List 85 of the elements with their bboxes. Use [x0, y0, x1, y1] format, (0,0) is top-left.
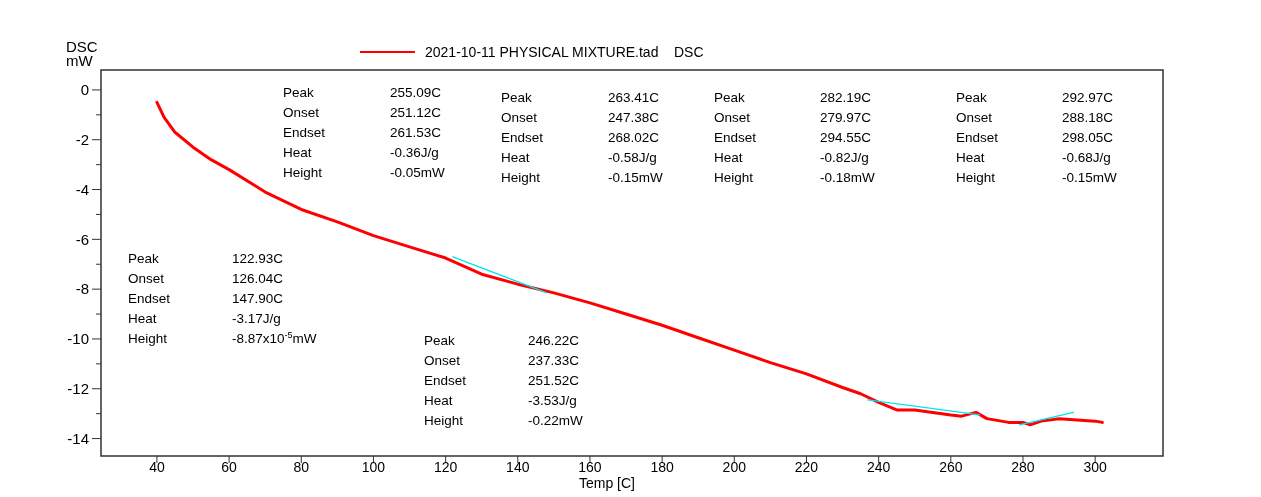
x-tick-label: 140 [506, 458, 530, 475]
y-tick-label: 0 [80, 81, 89, 99]
y-tick-label: -8 [75, 280, 89, 298]
annotation: Endset [501, 129, 544, 145]
annotation: 126.04C [232, 270, 284, 286]
annotation: Onset [283, 104, 320, 120]
annotation: Endset [283, 124, 326, 140]
annotation: Onset [424, 352, 461, 368]
annotation: -8.87x10$^{-5}$mW [232, 329, 317, 346]
annotation: 122.93C [232, 250, 284, 266]
annotation: Heat [501, 149, 530, 165]
x-tick-label: 40 [149, 458, 165, 475]
annotation: -0.58J/g [608, 149, 657, 165]
annotation: -0.82J/g [820, 149, 869, 165]
annotation: -0.68J/g [1062, 149, 1111, 165]
annotation: -0.36J/g [390, 144, 439, 160]
annotation: -0.15mW [1062, 169, 1118, 185]
x-tick-label: 220 [794, 458, 819, 475]
annotation: Heat [714, 149, 743, 165]
x-tick-label: 180 [650, 458, 675, 475]
annotation: -0.05mW [390, 164, 446, 180]
annotation: Onset [956, 109, 993, 125]
annotation: Heat [128, 310, 157, 326]
annotation: 261.53C [390, 124, 442, 140]
annotation: Peak [501, 89, 533, 105]
y-tick-label: -10 [67, 330, 89, 348]
y-axis-title: DSC mW [66, 38, 98, 69]
annotation: 292.97C [1062, 89, 1114, 105]
x-tick-label: 100 [361, 458, 386, 475]
y-tick-label: -2 [75, 130, 89, 148]
annotation: 237.33C [528, 352, 580, 368]
annotation: Height [956, 169, 996, 185]
annotation: -0.15mW [608, 169, 664, 185]
x-tick-label: 60 [221, 458, 238, 475]
annotation: 255.09C [390, 84, 442, 100]
annotation: Onset [128, 270, 165, 286]
annotation: 279.97C [820, 109, 872, 125]
annotation: 294.55C [820, 129, 872, 145]
annotation: Endset [714, 129, 757, 145]
annotation: 268.02C [608, 129, 660, 145]
annotation: Height [501, 169, 541, 185]
x-tick-label: 200 [722, 458, 747, 475]
annotation: Height [128, 330, 168, 346]
x-tick-label: 120 [433, 458, 458, 475]
annotation: Peak [128, 250, 160, 266]
annotation: Heat [956, 149, 985, 165]
annotation: Heat [424, 392, 453, 408]
annotation: Endset [128, 290, 171, 306]
annotation: -0.22mW [528, 412, 584, 428]
x-tick-label: 240 [866, 458, 891, 475]
annotation: 288.18C [1062, 109, 1114, 125]
annotation: 251.12C [390, 104, 442, 120]
annotation: Endset [424, 372, 467, 388]
x-tick-label: 260 [939, 458, 963, 475]
annotation: -3.17J/g [232, 310, 281, 326]
annotation: Onset [501, 109, 538, 125]
x-tick-label: 300 [1083, 458, 1108, 475]
annotation: 246.22C [528, 332, 580, 348]
x-tick-label: 160 [578, 458, 602, 475]
annotation: 282.19C [820, 89, 872, 105]
annotation: Height [714, 169, 754, 185]
y-tick-label: -4 [75, 180, 89, 198]
x-tick-label: 280 [1011, 458, 1035, 475]
annotation: -3.53J/g [528, 392, 577, 408]
annotation: Heat [283, 144, 312, 160]
annotation: -0.18mW [820, 169, 876, 185]
y-tick-label: -6 [75, 230, 89, 248]
y-tick-label: -12 [67, 380, 89, 398]
annotation: Onset [714, 109, 751, 125]
annotation: Peak [956, 89, 988, 105]
legend-label: 2021-10-11 PHYSICAL MIXTURE.tad DSC [425, 43, 704, 60]
annotation: 298.05C [1062, 129, 1114, 145]
y-tick-label: -14 [67, 429, 89, 447]
annotation: Peak [424, 332, 456, 348]
x-tick-label: 80 [293, 458, 310, 475]
annotation: Height [424, 412, 464, 428]
annotation: Peak [283, 84, 315, 100]
annotation: 251.52C [528, 372, 580, 388]
annotation: 147.90C [232, 290, 284, 306]
annotation: 263.41C [608, 89, 660, 105]
x-axis-title: Temp [C] [578, 474, 636, 491]
annotation: 247.38C [608, 109, 660, 125]
annotation: Peak [714, 89, 746, 105]
annotation: Height [283, 164, 323, 180]
annotation: Endset [956, 129, 999, 145]
